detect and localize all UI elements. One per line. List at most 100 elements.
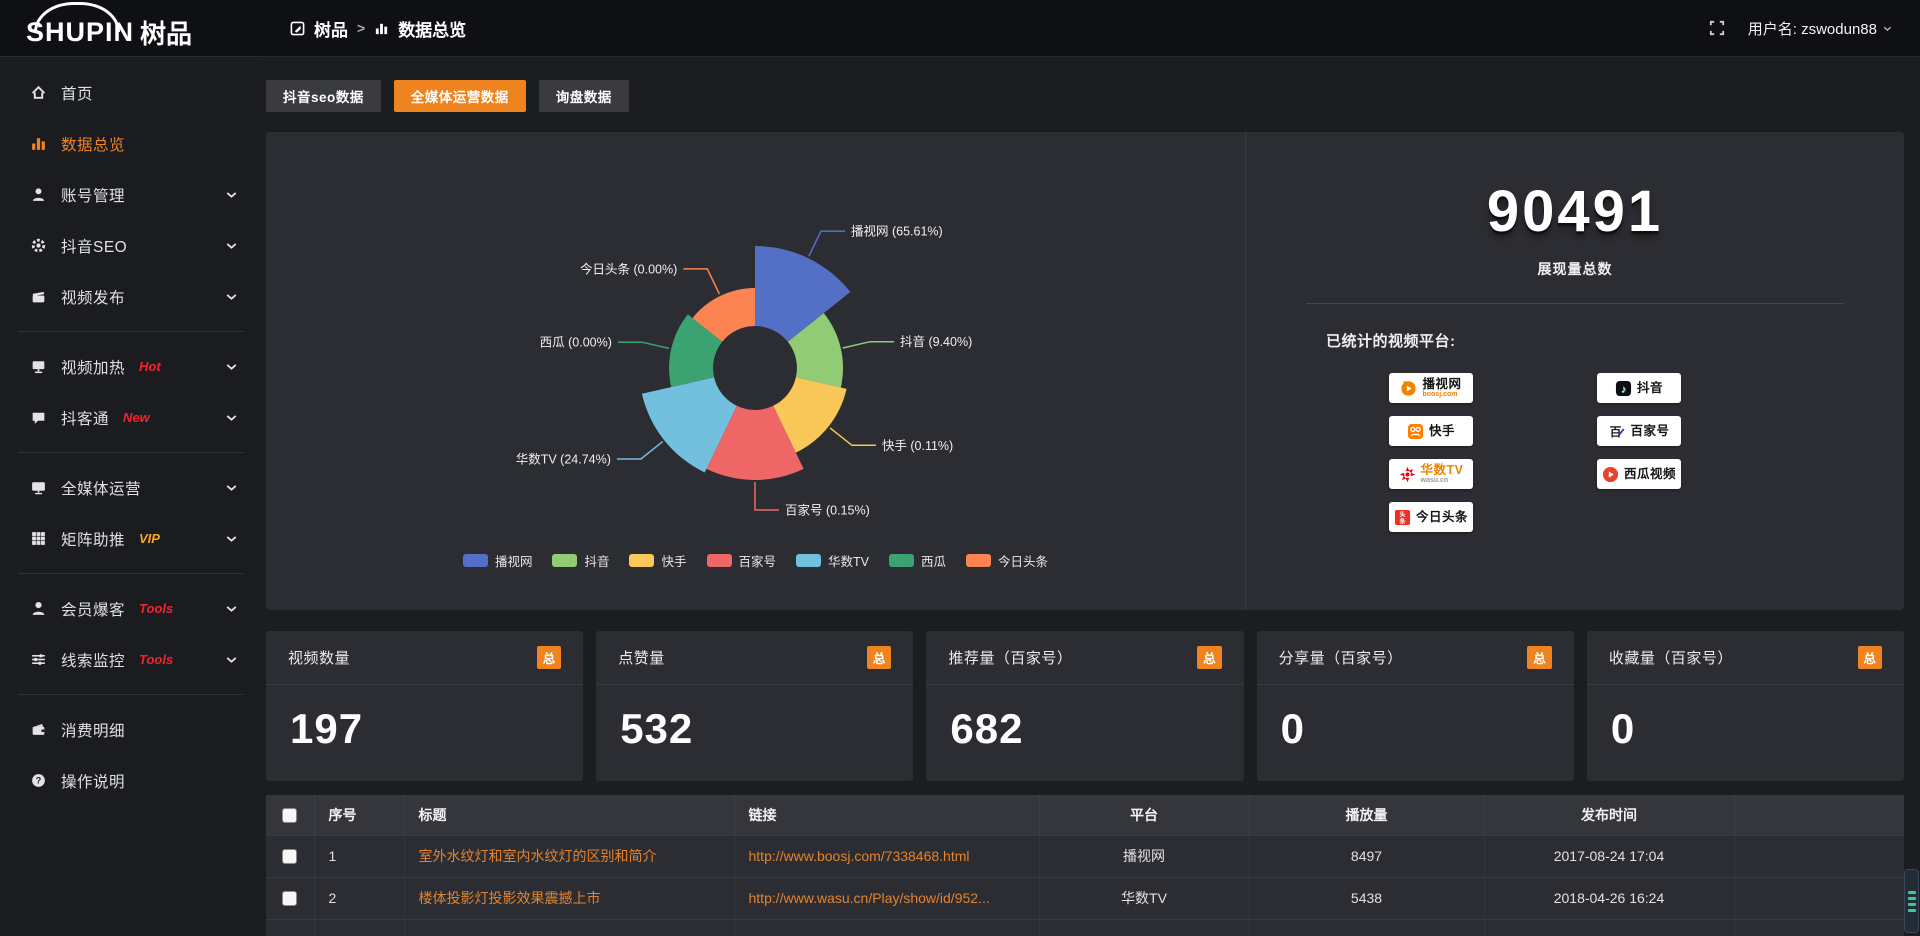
select-all-checkbox[interactable] (282, 808, 298, 824)
legend-swatch (706, 554, 732, 567)
total-badge[interactable]: 总 (1527, 646, 1552, 669)
table-row: 1 室外水纹灯和室内水纹灯的区别和简介 http://www.boosj.com/7… (266, 834, 1904, 877)
sidebar-item-monitor[interactable]: 全媒体运营 (0, 462, 262, 513)
breadcrumb-root[interactable]: 树品 (314, 20, 348, 40)
legend-item[interactable]: 西瓜 (889, 551, 946, 570)
chart-legend: 播视网 抖音 快手 百家号 华数TV 西瓜 今日头条 (266, 551, 1245, 570)
chevron-down-icon (223, 651, 240, 668)
total-badge[interactable]: 总 (1197, 646, 1222, 669)
legend-swatch (629, 554, 655, 567)
row-plays: 5438 (1249, 876, 1485, 919)
sidebar-item-sliders[interactable]: 线索监控 Tools (0, 634, 262, 685)
gear-icon (30, 237, 47, 254)
help-icon: ? (30, 772, 47, 789)
sidebar-item-chart[interactable]: 数据总览 (0, 118, 262, 169)
sidebar-item-chat[interactable]: 抖客通 New (0, 392, 262, 443)
total-badge[interactable]: 总 (536, 646, 562, 669)
video-title-link[interactable]: 楼体投影灯投影效果震撼上市 (418, 890, 601, 906)
legend-label: 快手 (661, 555, 687, 569)
sidebar-item-badge: VIP (139, 531, 160, 546)
pie-slice-0[interactable] (755, 246, 851, 342)
sidebar-item-label: 矩阵助推 (61, 531, 126, 549)
pie-slice-6[interactable] (692, 288, 756, 342)
sidebar-item-help[interactable]: ? 操作说明 (0, 755, 262, 806)
pie-slice-4[interactable] (641, 377, 737, 473)
pie-label: 百家号 (0.15%) (785, 503, 870, 518)
pie-label: 播视网 (65.61%) (851, 224, 943, 239)
tab-0[interactable]: 抖音seo数据 (266, 80, 381, 112)
logo-text-cn: 树品 (140, 18, 193, 49)
svg-text:头: 头 (1399, 510, 1405, 518)
sidebar-item-label: 账号管理 (61, 187, 126, 205)
sidebar-item-label: 全媒体运营 (61, 480, 142, 498)
platform-badge-text: 百家号 (1630, 425, 1669, 438)
row-checkbox[interactable] (282, 891, 298, 907)
breadcrumb-current[interactable]: 数据总览 (398, 20, 467, 40)
total-badge[interactable]: 总 (1857, 646, 1883, 669)
chevron-down-icon (223, 288, 240, 305)
legend-item[interactable]: 快手 (629, 551, 687, 570)
legend-swatch (796, 554, 822, 567)
pie-label: 西瓜 (0.00%) (540, 336, 612, 350)
platform-badge-text: 今日头条 (1416, 511, 1468, 524)
kuaishou-logo-icon (1407, 423, 1424, 440)
chevron-down-icon (223, 600, 240, 617)
stat-card-title: 收藏量（百家号） (1608, 650, 1733, 667)
video-title-link[interactable]: 室外水纹灯和室内水纹灯的区别和简介 (418, 848, 657, 864)
pie-slice-3[interactable] (706, 405, 804, 480)
stat-card-title: 推荐量（百家号） (948, 650, 1073, 667)
total-badge[interactable]: 总 (866, 646, 892, 669)
divider (1306, 303, 1844, 304)
total-impressions-label: 展现量总数 (1537, 261, 1613, 277)
platform-badge-text: 抖音 (1637, 382, 1663, 395)
baijia-logo-icon: 百 (1608, 423, 1625, 440)
sidebar-item-person[interactable]: 会员爆客 Tools (0, 583, 262, 634)
sidebar-item-gear[interactable]: 抖音SEO (0, 220, 262, 271)
stat-card-header: 推荐量（百家号） 总 (926, 631, 1244, 685)
stat-card-title: 视频数量 (288, 650, 351, 667)
tab-2[interactable]: 询盘数据 (538, 80, 629, 112)
chat-icon (30, 409, 47, 426)
platform-badge-name: 华数TV (1420, 462, 1464, 477)
table-header-4: 播放量 (1249, 795, 1485, 835)
platform-badge-name: 百家号 (1630, 423, 1670, 438)
legend-label: 百家号 (738, 555, 777, 569)
user-menu[interactable]: 用户名: zswodun88 (1748, 18, 1894, 39)
video-url-link[interactable]: http://www.boosj.com/7338468.html (748, 848, 970, 864)
video-url-link[interactable]: http://www.wasu.cn/Play/show/id/952... (748, 890, 990, 906)
row-checkbox-cell (266, 834, 315, 877)
pie-slice-5[interactable] (669, 314, 723, 388)
pie-label-line (829, 427, 876, 447)
row-empty-cell (1734, 918, 1904, 936)
xigua-logo-icon (1602, 466, 1619, 483)
platform-badge-sub: wasu.cn (1420, 477, 1449, 485)
legend-swatch (966, 554, 992, 567)
pie-slice-2[interactable] (773, 377, 847, 453)
pie-label-line (842, 340, 894, 349)
home-icon (30, 84, 47, 101)
logo-arc-decoration (34, 2, 120, 32)
legend-item[interactable]: 华数TV (796, 551, 869, 570)
boosj-logo-icon (1400, 380, 1417, 397)
row-checkbox-cell (266, 918, 315, 936)
legend-item[interactable]: 抖音 (552, 551, 609, 570)
fullscreen-icon[interactable] (1708, 19, 1726, 37)
sidebar-item-heat[interactable]: 视频加热 Hot (0, 341, 262, 392)
sidebar-item-publish[interactable]: 视频发布 (0, 271, 262, 322)
row-checkbox[interactable] (282, 849, 298, 865)
legend-item[interactable]: 今日头条 (966, 551, 1048, 570)
sidebar-item-user[interactable]: 账号管理 (0, 169, 262, 220)
sidebar-item-home[interactable]: 首页 (0, 67, 262, 118)
toutiao-logo-icon: 头条 (1394, 509, 1411, 526)
sidebar-item-wallet[interactable]: 消费明细 (0, 704, 262, 755)
tab-1[interactable]: 全媒体运营数据 (393, 80, 526, 112)
pie-slice-1[interactable] (787, 313, 844, 388)
legend-item[interactable]: 百家号 (706, 551, 777, 570)
table-header-2: 链接 (734, 795, 1040, 835)
table-header-1: 标题 (404, 795, 735, 835)
app-logo[interactable]: SHUPIN 树品 (0, 0, 262, 56)
stat-card-title: 点赞量 (618, 650, 665, 667)
floating-helper-widget[interactable] (1904, 869, 1919, 933)
sidebar-item-grid[interactable]: 矩阵助推 VIP (0, 513, 262, 564)
legend-item[interactable]: 播视网 (462, 551, 532, 570)
